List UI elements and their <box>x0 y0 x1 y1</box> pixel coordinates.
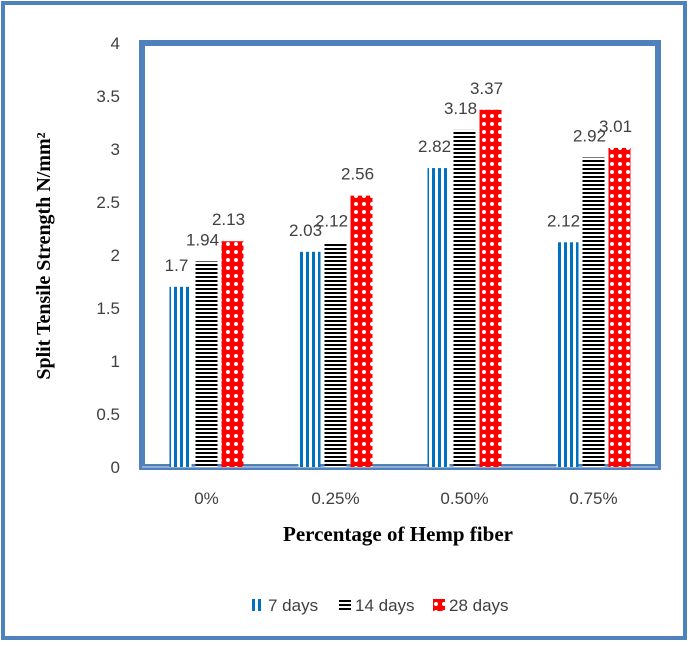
data-label-7-days: 1.7 <box>165 256 189 275</box>
data-label-28-days: 3.01 <box>599 117 632 136</box>
bar-14-days <box>453 129 476 468</box>
data-label-14-days: 2.12 <box>315 211 348 230</box>
bar-28-days <box>479 109 502 467</box>
bar-14-days <box>582 157 605 468</box>
y-tick-label: 2.5 <box>96 193 120 212</box>
bar-7-days <box>298 251 321 467</box>
bar-7-days <box>427 168 450 467</box>
legend-label: 7 days <box>268 596 318 615</box>
x-tick-label: 0.50% <box>440 489 488 508</box>
legend: 7 days 14 days 28 days <box>252 596 509 615</box>
legend-label: 28 days <box>449 596 509 615</box>
data-label-28-days: 2.13 <box>212 210 245 229</box>
data-label-7-days: 2.82 <box>418 137 451 156</box>
legend-item-14-days: 14 days <box>339 596 415 615</box>
data-label-7-days: 2.12 <box>547 211 580 230</box>
bar-28-days <box>221 241 244 467</box>
legend-label: 14 days <box>355 596 415 615</box>
y-tick-label: 0.5 <box>96 405 120 424</box>
bar-28-days <box>608 147 631 467</box>
y-tick-label: 4 <box>111 34 120 53</box>
bar-14-days <box>324 242 347 467</box>
bar-28-days <box>350 195 373 467</box>
x-tick-label: 0.25% <box>311 489 359 508</box>
data-label-28-days: 2.56 <box>341 165 374 184</box>
x-tick-label: 0.75% <box>569 489 617 508</box>
data-label-14-days: 2.92 <box>573 126 606 145</box>
y-axis-title: Split Tensile Strength N/mm² <box>33 132 55 379</box>
y-tick-label: 1 <box>111 352 120 371</box>
legend-swatch <box>252 599 264 611</box>
data-label-14-days: 3.18 <box>444 99 477 118</box>
data-label-28-days: 3.37 <box>470 79 503 98</box>
legend-swatch <box>433 599 445 611</box>
y-tick-label: 1.5 <box>96 299 120 318</box>
legend-swatch <box>339 599 351 611</box>
x-tick-label: 0% <box>194 489 219 508</box>
plot-area <box>139 40 661 470</box>
bar-7-days <box>169 286 192 467</box>
bar-7-days <box>556 242 579 467</box>
data-label-7-days: 2.03 <box>289 221 322 240</box>
y-tick-label: 3 <box>111 140 120 159</box>
y-tick-label: 3.5 <box>96 87 120 106</box>
y-tick-label: 2 <box>111 246 120 265</box>
bar-14-days <box>195 261 218 467</box>
x-axis-title: Percentage of Hemp fiber <box>283 522 513 546</box>
legend-item-28-days: 28 days <box>433 596 509 615</box>
data-label-14-days: 1.94 <box>186 230 219 249</box>
y-tick-label: 0 <box>111 458 120 477</box>
legend-item-7-days: 7 days <box>252 596 318 615</box>
